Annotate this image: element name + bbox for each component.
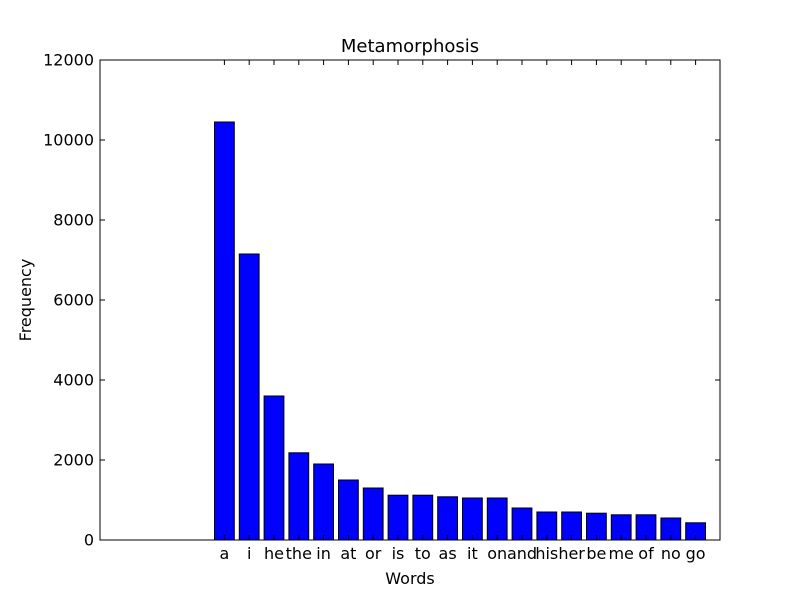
x-tick-label: of — [638, 544, 654, 563]
x-tick-label: her — [558, 544, 585, 563]
x-tick-label: no — [661, 544, 681, 563]
x-tick-label: at — [340, 544, 356, 563]
y-tick-label: 8000 — [53, 211, 94, 230]
bar-in — [313, 463, 335, 541]
x-tick-label: it — [467, 544, 478, 563]
y-tick-label: 0 — [84, 531, 94, 550]
bar-on — [486, 497, 508, 541]
y-tick-label: 2000 — [53, 451, 94, 470]
bar-is — [387, 494, 409, 541]
plot-frame — [99, 59, 721, 541]
x-tick-label: in — [316, 544, 331, 563]
bar-to — [412, 494, 434, 541]
y-tick-label: 6000 — [53, 291, 94, 310]
x-tick-label: be — [586, 544, 606, 563]
bar-a — [214, 121, 235, 541]
x-tick-label: as — [439, 544, 457, 563]
bar-at — [338, 479, 359, 541]
bar-the — [288, 452, 310, 541]
x-tick-label: and — [507, 544, 537, 563]
y-ticks-group: 0 2000 4000 6000 8000 10000 12000 — [43, 51, 720, 550]
x-tick-label: me — [608, 544, 633, 563]
y-tick-label: 12000 — [43, 51, 94, 70]
x-axis-label: Words — [385, 569, 434, 588]
bar-he — [263, 395, 285, 541]
x-tick-label: is — [392, 544, 405, 563]
bar-it — [462, 497, 483, 541]
bar-i — [238, 253, 260, 541]
bar-as — [437, 496, 459, 541]
chart-title: Metamorphosis — [341, 36, 479, 57]
y-axis-label: Frequency — [16, 259, 35, 342]
y-tick-label: 4000 — [53, 371, 94, 390]
y-tick-label: 10000 — [43, 131, 94, 150]
x-tick-label: or — [365, 544, 382, 563]
x-tick-label: on — [487, 544, 507, 563]
x-tick-label: the — [286, 544, 312, 563]
x-tick-label: he — [264, 544, 284, 563]
bar-or — [362, 487, 384, 541]
bars-group — [214, 121, 707, 541]
x-tick-label: i — [247, 544, 251, 563]
x-tick-label: to — [415, 544, 431, 563]
x-tick-label: a — [219, 544, 229, 563]
x-tick-label: go — [686, 544, 706, 563]
x-tick-label: his — [535, 544, 558, 563]
